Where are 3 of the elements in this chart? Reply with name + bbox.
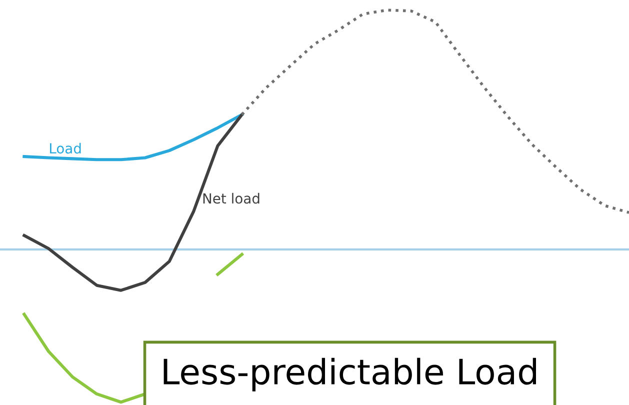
series-label: Load: [50, 142, 81, 154]
series-label: Net load: [203, 192, 260, 204]
annotation: Less-predictable Load: [164, 358, 536, 392]
